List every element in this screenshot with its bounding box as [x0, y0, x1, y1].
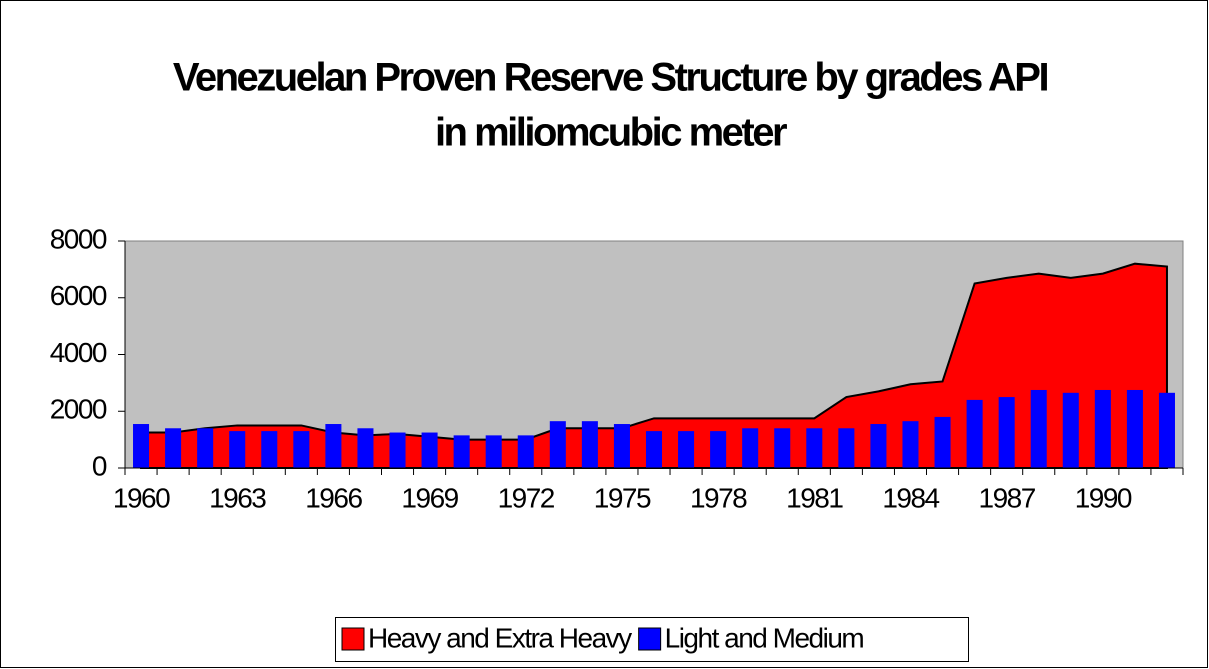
- x-tick-label: 1966: [305, 482, 362, 513]
- bar: [133, 424, 150, 468]
- y-tick-label: 4000: [50, 337, 107, 368]
- bar: [421, 432, 438, 468]
- bar: [710, 431, 727, 468]
- x-tick-label: 1969: [401, 482, 458, 513]
- bar: [357, 428, 374, 468]
- legend-swatch: [341, 627, 365, 651]
- bar: [165, 428, 182, 468]
- bar: [581, 421, 598, 468]
- bar: [774, 428, 791, 468]
- x-tick-label: 1978: [690, 482, 747, 513]
- y-tick-label: 2000: [50, 394, 107, 425]
- bar: [293, 431, 310, 468]
- bar: [485, 435, 502, 468]
- y-tick-label: 6000: [50, 280, 107, 311]
- bar: [966, 399, 983, 468]
- bar: [389, 432, 406, 468]
- bar: [613, 424, 630, 468]
- x-tick-label: 1972: [498, 482, 555, 513]
- x-tick-label: 1975: [594, 482, 651, 513]
- bar: [742, 428, 759, 468]
- x-tick-label: 1984: [882, 482, 939, 513]
- bar: [229, 431, 246, 468]
- y-tick-label: 0: [92, 450, 107, 481]
- bar: [1158, 392, 1175, 468]
- bar: [1062, 392, 1079, 468]
- chart-title: Venezuelan Proven Reserve Structure by g…: [173, 56, 1048, 100]
- x-tick-label: 1987: [979, 482, 1036, 513]
- y-tick-label: 8000: [50, 223, 107, 254]
- bar: [325, 424, 342, 468]
- bar: [998, 397, 1015, 468]
- bar: [838, 428, 855, 468]
- bar: [870, 424, 887, 468]
- bar: [1030, 389, 1047, 468]
- bar: [645, 431, 663, 468]
- chart-subtitle: in miliomcubic meter: [435, 111, 787, 155]
- bar: [934, 416, 951, 468]
- bar: [902, 421, 919, 468]
- bar: [197, 428, 214, 468]
- legend-label: Heavy and Extra Heavy: [368, 622, 632, 653]
- x-tick-label: 1990: [1075, 482, 1132, 513]
- bar: [517, 435, 534, 468]
- legend-label: Light and Medium: [665, 622, 864, 653]
- x-tick-label: 1981: [786, 482, 843, 513]
- x-tick-label: 1963: [209, 482, 266, 513]
- bar: [549, 421, 566, 468]
- bar: [261, 431, 278, 468]
- x-tick-label: 1960: [113, 482, 170, 513]
- bar: [1126, 389, 1143, 468]
- legend-swatch: [638, 627, 662, 651]
- bar: [1094, 389, 1111, 468]
- bar: [806, 428, 823, 468]
- bar: [678, 431, 695, 468]
- bar: [453, 435, 470, 468]
